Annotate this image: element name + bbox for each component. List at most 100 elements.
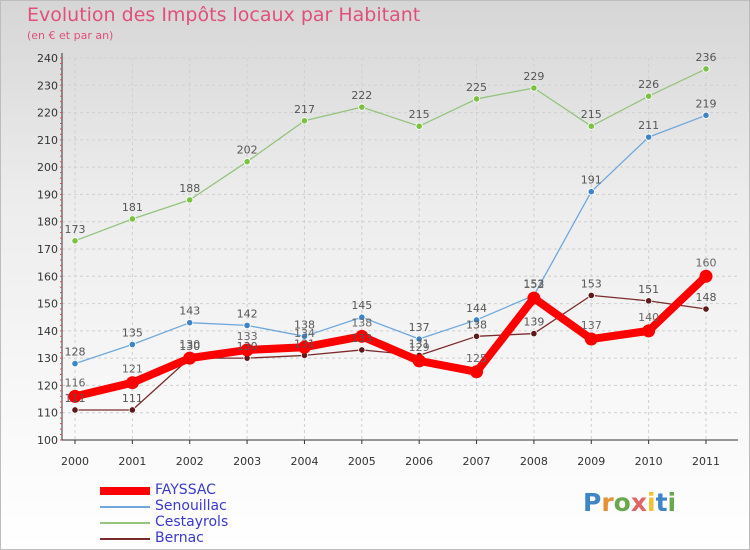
- data-label-cestayrols-2009: 215: [581, 108, 602, 121]
- data-label-fayssac-2006: 129: [409, 341, 430, 354]
- data-labels: 111 111 130 130 131 133 131 138 139 153 151 148 173 1…: [65, 51, 717, 405]
- data-label-bernac-2006: 131: [409, 337, 430, 350]
- data-label-senouillac-2011: 219: [696, 97, 717, 110]
- data-label-cestayrols-2007: 225: [466, 81, 487, 94]
- logo-letter: x: [630, 488, 647, 517]
- data-label-senouillac-2000: 128: [65, 346, 86, 359]
- point-cestayrols-2007: [472, 95, 481, 103]
- data-label-bernac-2005: 133: [351, 332, 372, 345]
- axes: 100 110 120 130 140 150 160 170 180 190 200 210 220 2…: [37, 52, 738, 468]
- x-tick-label-2004: 2004: [290, 455, 318, 468]
- data-label-bernac-2000: 111: [65, 392, 86, 405]
- logo-letter: i: [667, 488, 677, 517]
- data-label-fayssac-2000: 116: [65, 376, 86, 389]
- data-label-fayssac-2003: 133: [237, 330, 258, 343]
- data-label-fayssac-2010: 140: [638, 311, 659, 324]
- x-tick-label-2005: 2005: [348, 455, 376, 468]
- data-label-senouillac-2001: 135: [122, 327, 143, 340]
- point-fayssac-2004: [297, 340, 311, 354]
- data-label-cestayrols-2004: 217: [294, 103, 315, 116]
- x-tick-label-2010: 2010: [635, 455, 663, 468]
- series: [68, 65, 713, 414]
- point-cestayrols-2006: [415, 122, 423, 130]
- point-fayssac-2000: [68, 389, 82, 403]
- data-label-senouillac-2006: 137: [409, 321, 430, 334]
- data-label-senouillac-2008: 153: [523, 277, 544, 290]
- point-bernac-2008: [530, 329, 538, 338]
- data-label-fayssac-2005: 138: [351, 316, 372, 329]
- data-label-bernac-2009: 153: [581, 277, 602, 290]
- point-senouillac-2005: [358, 313, 366, 321]
- x-tick-label-2003: 2003: [233, 455, 261, 468]
- data-label-bernac-2002: 130: [179, 340, 200, 353]
- point-cestayrols-2005: [358, 103, 366, 111]
- y-tick-label-110: 110: [37, 407, 58, 420]
- data-label-bernac-2010: 151: [638, 283, 659, 296]
- point-senouillac-2004: [300, 332, 309, 340]
- data-label-bernac-2003: 130: [237, 340, 258, 353]
- series-line-senouillac: [74, 114, 707, 365]
- data-label-bernac-2007: 138: [466, 318, 487, 331]
- logo-letter: t: [655, 488, 668, 517]
- point-cestayrols-2001: [128, 215, 136, 223]
- point-bernac-2001: [128, 406, 136, 414]
- point-cestayrols-2003: [243, 158, 251, 166]
- logo-letter: r: [601, 488, 614, 517]
- x-tick-label-2009: 2009: [577, 455, 605, 468]
- data-label-cestayrols-2010: 226: [638, 78, 659, 91]
- data-label-fayssac-2011: 160: [696, 256, 717, 269]
- y-tick-label-230: 230: [37, 79, 58, 92]
- point-senouillac-2009: [587, 188, 595, 196]
- point-fayssac-2006: [412, 354, 426, 368]
- y-tick-label-220: 220: [37, 107, 58, 120]
- point-cestayrols-2004: [300, 117, 309, 125]
- point-fayssac-2007: [470, 365, 484, 379]
- y-tick-label-150: 150: [37, 298, 58, 311]
- point-cestayrols-2002: [186, 196, 194, 204]
- data-label-cestayrols-2001: 181: [122, 201, 143, 214]
- y-tick-label-160: 160: [37, 270, 58, 283]
- data-label-senouillac-2003: 142: [237, 307, 258, 320]
- data-label-senouillac-2007: 144: [466, 302, 487, 315]
- point-cestayrols-2011: [702, 65, 710, 73]
- y-tick-label-200: 200: [37, 161, 58, 174]
- data-label-fayssac-2004: 134: [294, 327, 315, 340]
- data-label-cestayrols-2000: 173: [65, 223, 86, 236]
- data-label-cestayrols-2003: 202: [237, 144, 258, 157]
- data-label-bernac-2001: 111: [122, 392, 143, 405]
- point-cestayrols-2000: [71, 237, 79, 245]
- data-label-fayssac-2009: 137: [581, 319, 602, 332]
- logo-letter: o: [613, 488, 631, 517]
- point-fayssac-2010: [642, 324, 656, 338]
- legend-label-senouillac: Senouillac: [155, 498, 227, 514]
- point-fayssac-2008: [527, 291, 541, 305]
- x-tick-label-2011: 2011: [692, 455, 720, 468]
- point-senouillac-2006: [415, 335, 423, 343]
- y-tick-label-180: 180: [37, 216, 58, 229]
- data-label-bernac-2011: 148: [696, 291, 717, 304]
- data-label-fayssac-2001: 121: [122, 363, 143, 376]
- logo-letter: P: [583, 488, 602, 517]
- data-label-cestayrols-2006: 215: [409, 108, 430, 121]
- point-senouillac-2011: [702, 111, 710, 119]
- y-tick-label-120: 120: [37, 379, 58, 392]
- y-tick-label-210: 210: [37, 134, 58, 147]
- point-cestayrols-2010: [645, 92, 653, 100]
- x-tick-label-2001: 2001: [118, 455, 146, 468]
- data-label-fayssac-2002: 130: [179, 338, 200, 351]
- y-tick-label-170: 170: [37, 243, 58, 256]
- data-label-senouillac-2010: 211: [638, 119, 659, 132]
- point-senouillac-2010: [645, 133, 653, 141]
- point-fayssac-2003: [240, 343, 254, 357]
- data-label-bernac-2008: 139: [523, 316, 544, 329]
- point-fayssac-2002: [183, 351, 197, 365]
- point-cestayrols-2008: [530, 84, 538, 92]
- point-senouillac-2000: [71, 359, 79, 368]
- x-tick-label-2000: 2000: [61, 455, 89, 468]
- point-bernac-2000: [71, 406, 79, 414]
- chart-title: Evolution des Impôts locaux par Habitant: [27, 4, 421, 26]
- y-tick-label-190: 190: [37, 188, 58, 201]
- data-label-senouillac-2005: 145: [351, 299, 372, 312]
